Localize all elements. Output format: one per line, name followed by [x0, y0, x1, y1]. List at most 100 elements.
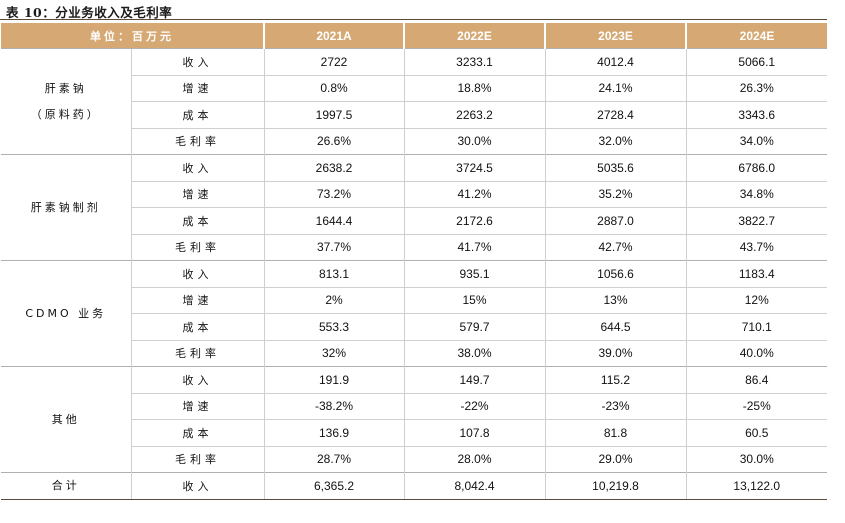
value-cell: 5035.6: [544, 154, 686, 181]
metric-label: 毛利率: [130, 339, 264, 367]
table-row: 成本 1644.4 2172.6 2887.0 3822.7: [1, 207, 827, 234]
value-cell: 3724.5: [403, 154, 545, 181]
value-cell: 136.9: [263, 419, 404, 446]
metric-label: 毛利率: [130, 445, 264, 473]
value-cell: 553.3: [263, 313, 404, 340]
table-row: 成本 136.9 107.8 81.8 60.5: [1, 419, 827, 446]
table-row: 毛利率 28.7% 28.0% 29.0% 30.0%: [1, 445, 827, 473]
unit-header: 单位：百万元: [1, 23, 264, 49]
table-row: 肝素钠制剂 收入 2638.2 3724.5 5035.6 6786.0: [1, 154, 827, 261]
value-cell: -38.2%: [263, 392, 404, 420]
metric-label: 收入: [130, 260, 264, 287]
table-row: 增速 0.8% 18.8% 24.1% 26.3%: [1, 74, 827, 102]
table-row: CDMO 业务 收入 813.1 935.1 1056.6 1183.4: [1, 260, 827, 367]
value-cell: 13,122.0: [685, 472, 827, 500]
value-cell: 935.1: [403, 260, 545, 287]
segment-name-cell: 其他: [1, 366, 131, 473]
year-header: 2024E: [685, 23, 827, 49]
value-cell: 1056.6: [544, 260, 686, 287]
segment-name-cell: CDMO 业务: [1, 260, 131, 367]
metric-label: 增速: [130, 392, 264, 420]
value-cell: 2%: [263, 286, 404, 314]
value-cell: 8,042.4: [403, 472, 545, 500]
value-cell: 32%: [263, 339, 404, 367]
table-row: 增速 73.2% 41.2% 35.2% 34.8%: [1, 180, 827, 208]
year-header: 2022E: [403, 23, 545, 49]
value-cell: -22%: [403, 392, 545, 420]
value-cell: 15%: [403, 286, 545, 314]
value-cell: 34.0%: [685, 127, 827, 155]
segment-name-cell: 肝素钠 （原料药）: [1, 48, 131, 155]
year-header: 2021A: [263, 23, 404, 49]
header-row: 单位：百万元 2021A 2022E 2023E 2024E: [1, 23, 827, 49]
value-cell: 0.8%: [263, 74, 404, 102]
value-cell: 2887.0: [544, 207, 686, 234]
metric-label: 增速: [130, 286, 264, 314]
metric-label: 收入: [130, 154, 264, 181]
segment-name: CDMO 业务: [25, 306, 107, 320]
value-cell: 41.2%: [403, 180, 545, 208]
value-cell: 40.0%: [685, 339, 827, 367]
table-body: 肝素钠 （原料药） 收入 2722 3233.1 4012.4 5066.1 增速 0.8% 18…: [1, 48, 827, 500]
table-row: 成本 553.3 579.7 644.5 710.1: [1, 313, 827, 340]
table-row: 毛利率 37.7% 41.7% 42.7% 43.7%: [1, 233, 827, 261]
value-cell: 43.7%: [685, 233, 827, 261]
value-cell: 60.5: [685, 419, 827, 446]
value-cell: 26.3%: [685, 74, 827, 102]
value-cell: 3233.1: [403, 48, 545, 75]
metric-label: 成本: [130, 101, 264, 128]
value-cell: 149.7: [403, 366, 545, 393]
metric-label: 成本: [130, 207, 264, 234]
value-cell: 86.4: [685, 366, 827, 393]
value-cell: -23%: [544, 392, 686, 420]
value-cell: 30.0%: [403, 127, 545, 155]
value-cell: 38.0%: [403, 339, 545, 367]
value-cell: 73.2%: [263, 180, 404, 208]
metric-label: 收入: [130, 366, 264, 393]
value-cell: 29.0%: [544, 445, 686, 473]
value-cell: 2722: [263, 48, 404, 75]
segment-name: 肝素钠制剂: [30, 200, 101, 214]
value-cell: 24.1%: [544, 74, 686, 102]
table-row: 增速 -38.2% -22% -23% -25%: [1, 392, 827, 420]
value-cell: 2263.2: [403, 101, 545, 128]
total-label: 合计: [1, 472, 131, 500]
value-cell: 37.7%: [263, 233, 404, 261]
segment-name: （原料药）: [30, 107, 101, 121]
total-row: 合计 收入 6,365.2 8,042.4 10,219.8 13,122.0: [1, 472, 827, 500]
table-row: 成本 1997.5 2263.2 2728.4 3343.6: [1, 101, 827, 128]
value-cell: 35.2%: [544, 180, 686, 208]
metric-label: 毛利率: [130, 233, 264, 261]
value-cell: 10,219.8: [544, 472, 686, 500]
value-cell: 12%: [685, 286, 827, 314]
value-cell: 710.1: [685, 313, 827, 340]
table-row: 毛利率 32% 38.0% 39.0% 40.0%: [1, 339, 827, 367]
metric-label: 成本: [130, 313, 264, 340]
value-cell: 2638.2: [263, 154, 404, 181]
value-cell: 115.2: [544, 366, 686, 393]
table-row: 毛利率 26.6% 30.0% 32.0% 34.0%: [1, 127, 827, 155]
value-cell: 6786.0: [685, 154, 827, 181]
metric-label: 收入: [130, 48, 264, 75]
value-cell: 81.8: [544, 419, 686, 446]
segment-name: 肝素钠: [44, 81, 87, 95]
value-cell: 41.7%: [403, 233, 545, 261]
value-cell: 28.7%: [263, 445, 404, 473]
table-row: 其他 收入 191.9 149.7 115.2 86.4: [1, 366, 827, 473]
value-cell: 1183.4: [685, 260, 827, 287]
value-cell: 2172.6: [403, 207, 545, 234]
value-cell: 26.6%: [263, 127, 404, 155]
value-cell: 813.1: [263, 260, 404, 287]
segment-name: 其他: [51, 412, 80, 426]
value-cell: 13%: [544, 286, 686, 314]
value-cell: 18.8%: [403, 74, 545, 102]
value-cell: 579.7: [403, 313, 545, 340]
metric-label: 毛利率: [130, 127, 264, 155]
year-header: 2023E: [544, 23, 686, 49]
table-title: 表 10：分业务收入及毛利率: [6, 5, 173, 20]
value-cell: 32.0%: [544, 127, 686, 155]
value-cell: 1644.4: [263, 207, 404, 234]
value-cell: 107.8: [403, 419, 545, 446]
revenue-margin-table: 单位：百万元 2021A 2022E 2023E 2024E 肝素钠 （原料药） 收…: [1, 23, 827, 500]
metric-label: 收入: [130, 472, 264, 500]
